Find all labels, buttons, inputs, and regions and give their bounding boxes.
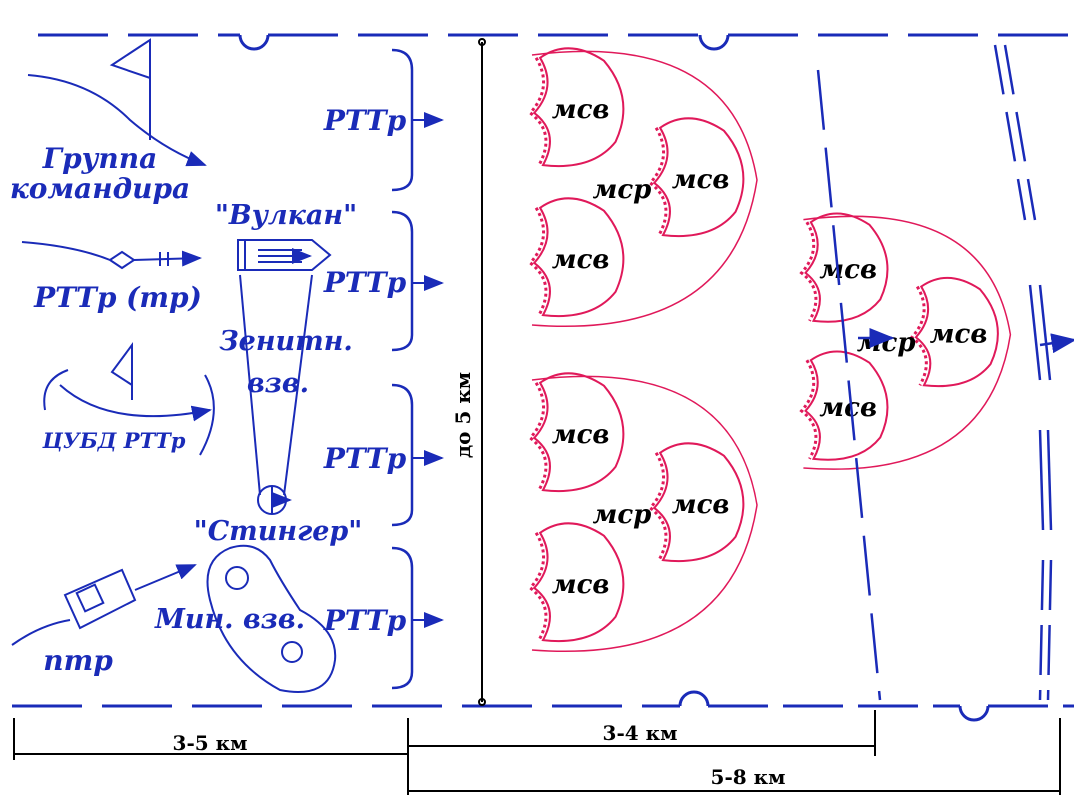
label-rttr-tr: РТТр (тр) [33, 281, 202, 314]
label-dist-3-4: 3-4 км [603, 721, 678, 745]
msv-label-2-b: мсв [672, 490, 730, 520]
msv-label-1-b: мсв [672, 165, 730, 195]
top-boundary [38, 33, 1074, 51]
msv-fringe-3-a [799, 221, 818, 322]
label-group-commander-1: Группа [42, 142, 158, 175]
msv-outline-2-a [532, 372, 625, 493]
label-rttr-4: РТТр [323, 604, 407, 637]
msr-label-2: мср [593, 500, 652, 530]
distance-measures [13, 710, 1061, 795]
right-dashed-lines [816, 44, 1074, 701]
msr-outline-1 [531, 50, 758, 327]
msv-outline-2-b [652, 442, 745, 563]
msv-label-1-a: мсв [552, 95, 610, 125]
msr-outline-3 [803, 215, 1012, 470]
bottom-boundary [12, 690, 1074, 722]
label-dist-5-8: 5-8 км [711, 765, 786, 789]
rttr-brackets [391, 48, 414, 690]
depth-label: до 5 км [451, 372, 475, 458]
label-dist-3-5: 3-5 км [173, 731, 248, 755]
msv-outline-1-c [532, 197, 625, 318]
rttr-arrows [413, 112, 444, 628]
msv-outline-1-a [532, 47, 625, 168]
msv-fringe-2-a [528, 382, 548, 491]
msr-label-1: мср [593, 175, 652, 205]
label-vulkan: "Вулкан" [215, 200, 357, 231]
label-min-vzv: Мин. взв. [154, 604, 305, 635]
msv-fringe-1-b [648, 127, 668, 236]
msv-label-3-b: мсв [930, 320, 988, 350]
msv-fringe-2-c [528, 532, 548, 641]
msv-outline-1-b [652, 117, 745, 238]
label-group-commander-2: командира [10, 172, 190, 205]
msv-label-3-a: мсв [819, 255, 877, 285]
msv-label-2-a: мсв [552, 420, 610, 450]
label-cubd: ЦУБД РТТр [42, 428, 186, 453]
msr-label-3: мср [857, 328, 916, 358]
label-rttr-3: РТТр [323, 442, 407, 475]
msv-outline-3-a [804, 212, 889, 323]
msv-label-3-c: мсв [819, 393, 877, 423]
msv-fringe-1-a [528, 57, 548, 166]
msv-label-1-c: мсв [552, 245, 610, 275]
msv-fringe-3-c [799, 359, 818, 460]
rttr-tr-symbol [21, 241, 202, 270]
label-stinger: "Стингер" [194, 516, 363, 547]
msv-outline-3-c [804, 350, 889, 461]
msr-outline-2 [531, 375, 758, 652]
zenith-platoon-outline [239, 274, 313, 515]
msv-outline-2-c [532, 522, 625, 643]
msv-fringe-1-c [528, 207, 548, 316]
vulkan-symbol [237, 239, 332, 271]
cubd-symbol [43, 341, 215, 456]
mine-platoon-outline [206, 544, 337, 693]
msv-label-2-c: мсв [552, 570, 610, 600]
label-zenith-1: Зенитн. [219, 326, 353, 357]
commander-group-symbol [27, 38, 207, 167]
msv-fringe-3-b [909, 285, 928, 387]
ptr-symbol [11, 564, 197, 646]
label-rttr-2: РТТр [323, 266, 407, 299]
label-ptr: птр [43, 644, 113, 677]
depth-measure [478, 38, 486, 706]
label-zenith-2: взв. [247, 368, 309, 399]
msv-fringe-2-b [648, 452, 668, 561]
msv-outline-3-b [914, 276, 999, 388]
label-rttr-1: РТТр [323, 104, 407, 137]
